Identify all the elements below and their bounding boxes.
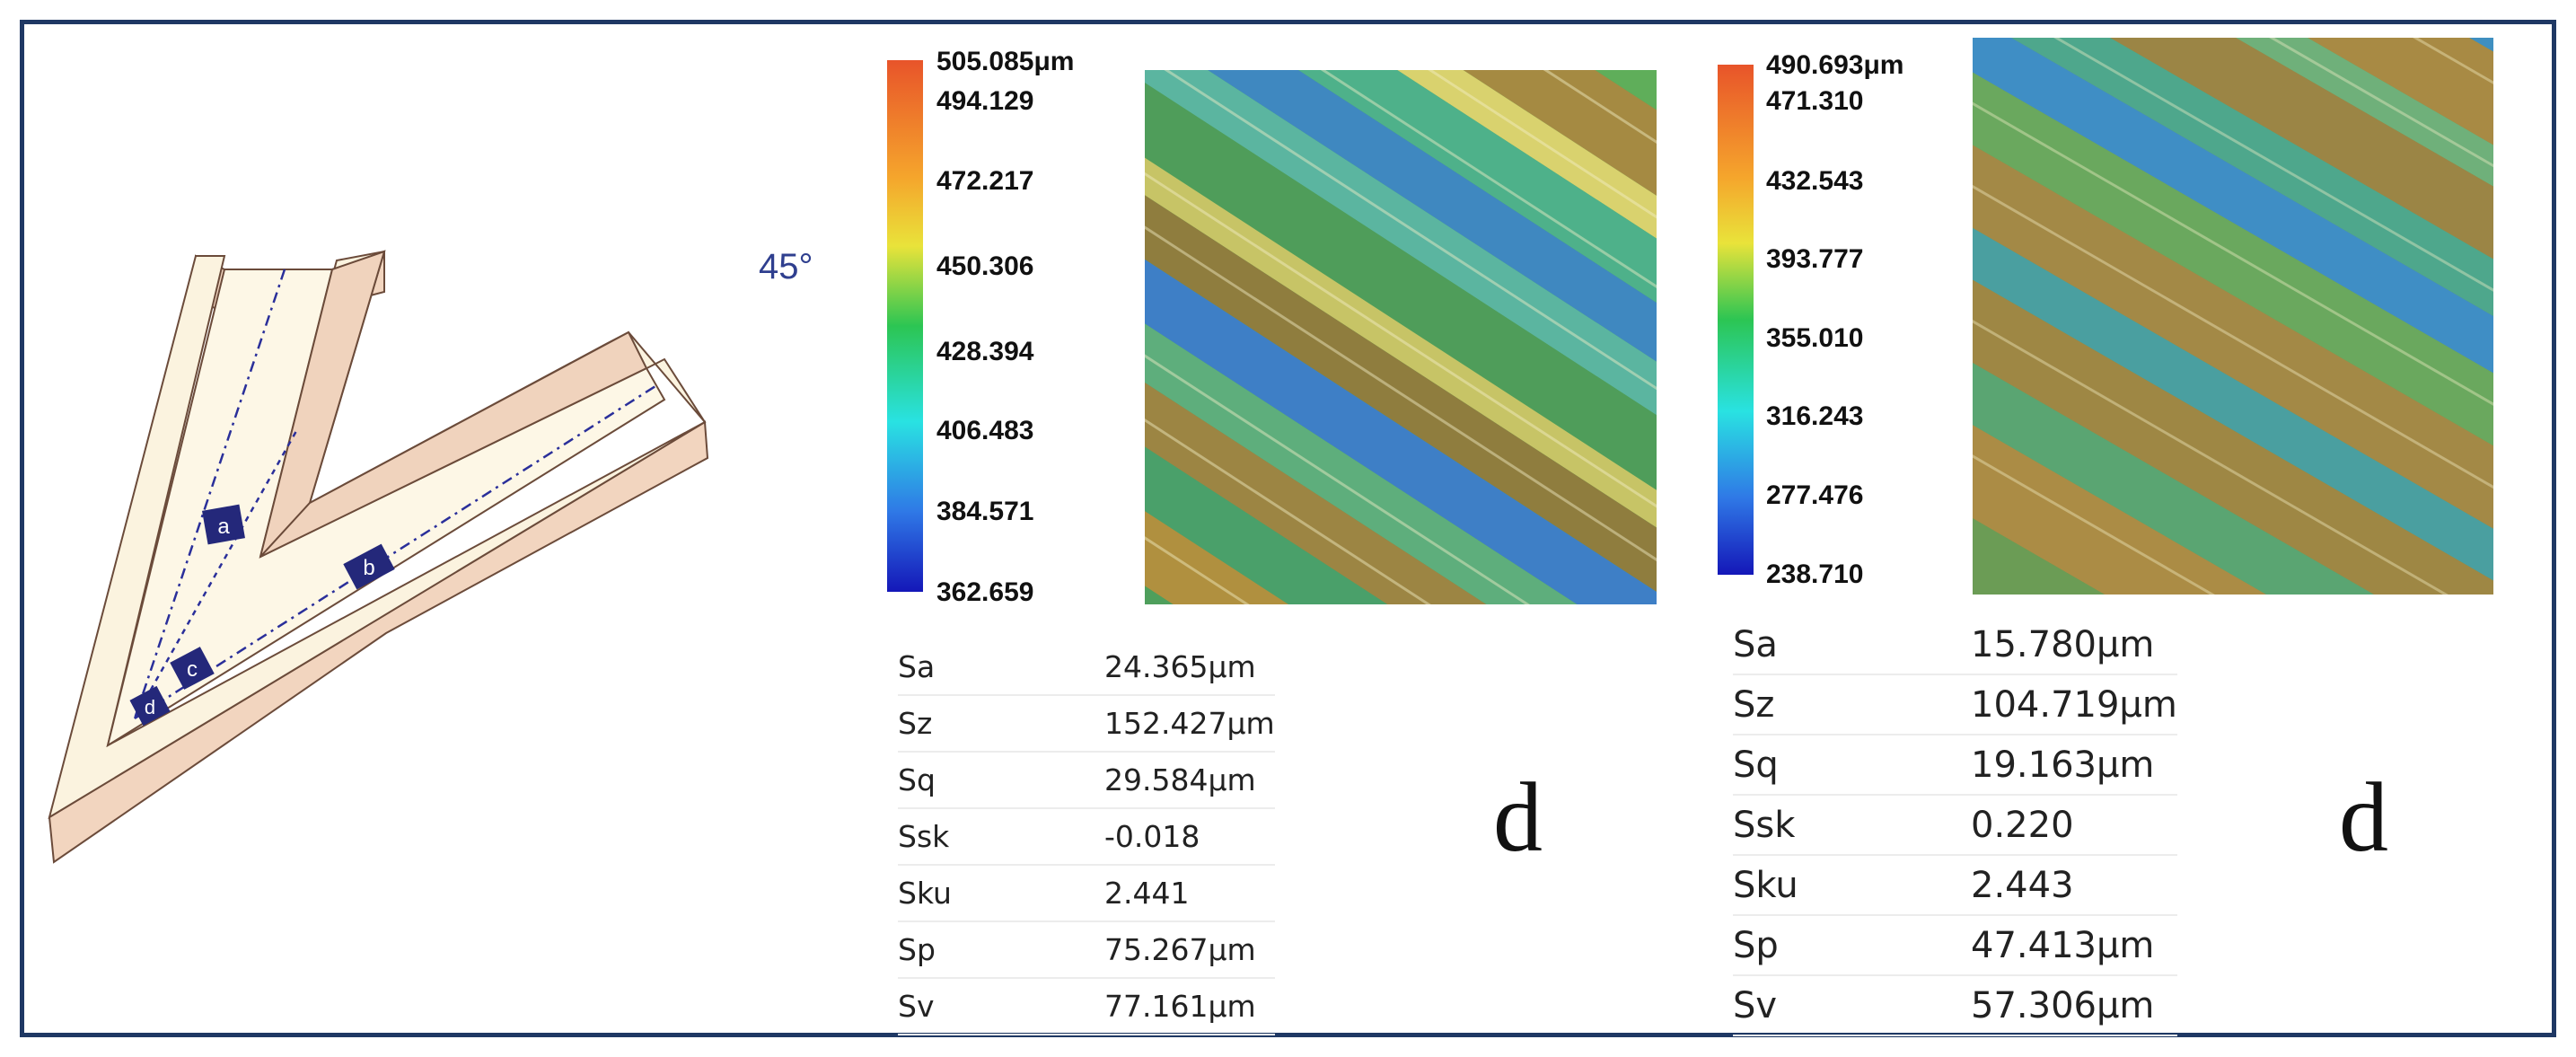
colorbar-2-tick: 277.476: [1766, 480, 1864, 510]
param-name: Sv: [898, 978, 1104, 1035]
path-line-a: [133, 269, 286, 719]
height-map-2: [1973, 38, 2493, 595]
param-name: Ssk: [898, 808, 1104, 866]
table-row: Sz 104.719μm: [1733, 674, 2177, 735]
param-name: Ssk: [1733, 795, 1971, 856]
colorbar-2-tick: 432.543: [1766, 166, 1864, 196]
table-row: Sp 75.267μm: [898, 921, 1275, 979]
colorbar-1-tick: 494.129: [936, 86, 1034, 116]
table-row: Sq 19.163μm: [1733, 735, 2177, 796]
param-name: Sku: [1733, 855, 1971, 916]
roughness-table-2: Sa 15.780μm Sz 104.719μm Sq 19.163μm Ssk 0.2…: [1733, 615, 2177, 1036]
param-value: 57.306μm: [1971, 975, 2177, 1036]
inner-wall-right: [259, 330, 648, 558]
param-name: Sz: [898, 695, 1104, 753]
table-row: Sq 29.584μm: [898, 752, 1275, 809]
param-name: Sku: [898, 865, 1104, 922]
panel-letter-2: d: [2339, 762, 2388, 872]
v-groove-diagram: a b c d: [48, 250, 709, 864]
colorbar-1-tick: 472.217: [936, 166, 1034, 196]
colorbar-1-tick: 450.306: [936, 251, 1034, 281]
colorbar-1: [887, 60, 923, 592]
table-row: Sku 2.441: [898, 865, 1275, 922]
table-row: Sz 152.427μm: [898, 695, 1275, 753]
colorbar-2: [1718, 65, 1754, 575]
param-value: 152.427μm: [1104, 695, 1275, 753]
colorbar-2-tick: 471.310: [1766, 86, 1864, 116]
path-line-c: [133, 430, 298, 719]
path-line-b: [134, 384, 656, 720]
marker-label-d: d: [145, 696, 155, 718]
table-row: Sv 57.306μm: [1733, 975, 2177, 1036]
param-value: 47.413μm: [1971, 915, 2177, 976]
colorbar-1-tick: 384.571: [936, 497, 1034, 526]
param-name: Sa: [898, 639, 1104, 696]
marker-b: b: [343, 543, 395, 590]
param-name: Sv: [1733, 975, 1971, 1036]
table-row: Ssk 0.220: [1733, 795, 2177, 856]
colorbar-1-tick: 406.483: [936, 416, 1034, 445]
roughness-table-1: Sa 24.365μm Sz 152.427μm Sq 29.584μm Ssk -0.…: [898, 639, 1275, 1035]
colorbar-2-tick: 393.777: [1766, 244, 1864, 274]
param-name: Sz: [1733, 674, 1971, 735]
marker-c: c: [170, 647, 215, 690]
param-name: Sp: [898, 921, 1104, 979]
colorbar-1-max: 505.085μm: [936, 47, 1075, 76]
param-name: Sp: [1733, 915, 1971, 976]
table-row: Sp 47.413μm: [1733, 915, 2177, 976]
table-row: Ssk -0.018: [898, 808, 1275, 866]
colorbar-2-tick: 355.010: [1766, 323, 1864, 353]
marker-d: d: [129, 685, 171, 727]
param-value: 2.443: [1971, 855, 2177, 916]
param-value: 2.441: [1104, 865, 1275, 922]
table-row: Sa 24.365μm: [898, 639, 1275, 696]
param-value: 0.220: [1971, 795, 2177, 856]
param-name: Sa: [1733, 615, 1971, 675]
height-map-1: [1145, 70, 1657, 604]
param-value: 24.365μm: [1104, 639, 1275, 696]
param-value: 75.267μm: [1104, 921, 1275, 979]
angle-label: 45°: [759, 247, 813, 286]
param-value: 29.584μm: [1104, 752, 1275, 809]
colorbar-1-tick: 428.394: [936, 337, 1034, 366]
colorbar-2-tick: 316.243: [1766, 401, 1864, 431]
param-value: 104.719μm: [1971, 674, 2177, 735]
table-row: Sv 77.161μm: [898, 978, 1275, 1035]
panel-letter-1: d: [1493, 762, 1543, 872]
colorbar-2-max: 490.693μm: [1766, 50, 1904, 80]
param-value: 19.163μm: [1971, 735, 2177, 796]
colorbar-1-tick: 362.659: [936, 577, 1034, 607]
table-row: Sku 2.443: [1733, 855, 2177, 916]
param-value: 77.161μm: [1104, 978, 1275, 1035]
table-row: Sa 15.780μm: [1733, 615, 2177, 675]
param-name: Sq: [1733, 735, 1971, 796]
marker-label-a: a: [217, 515, 230, 539]
param-value: -0.018: [1104, 808, 1275, 866]
param-value: 15.780μm: [1971, 615, 2177, 675]
marker-a: a: [202, 504, 245, 545]
marker-label-b: b: [363, 556, 374, 580]
colorbar-2-tick: 238.710: [1766, 559, 1864, 589]
param-name: Sq: [898, 752, 1104, 809]
marker-label-c: c: [187, 657, 198, 682]
